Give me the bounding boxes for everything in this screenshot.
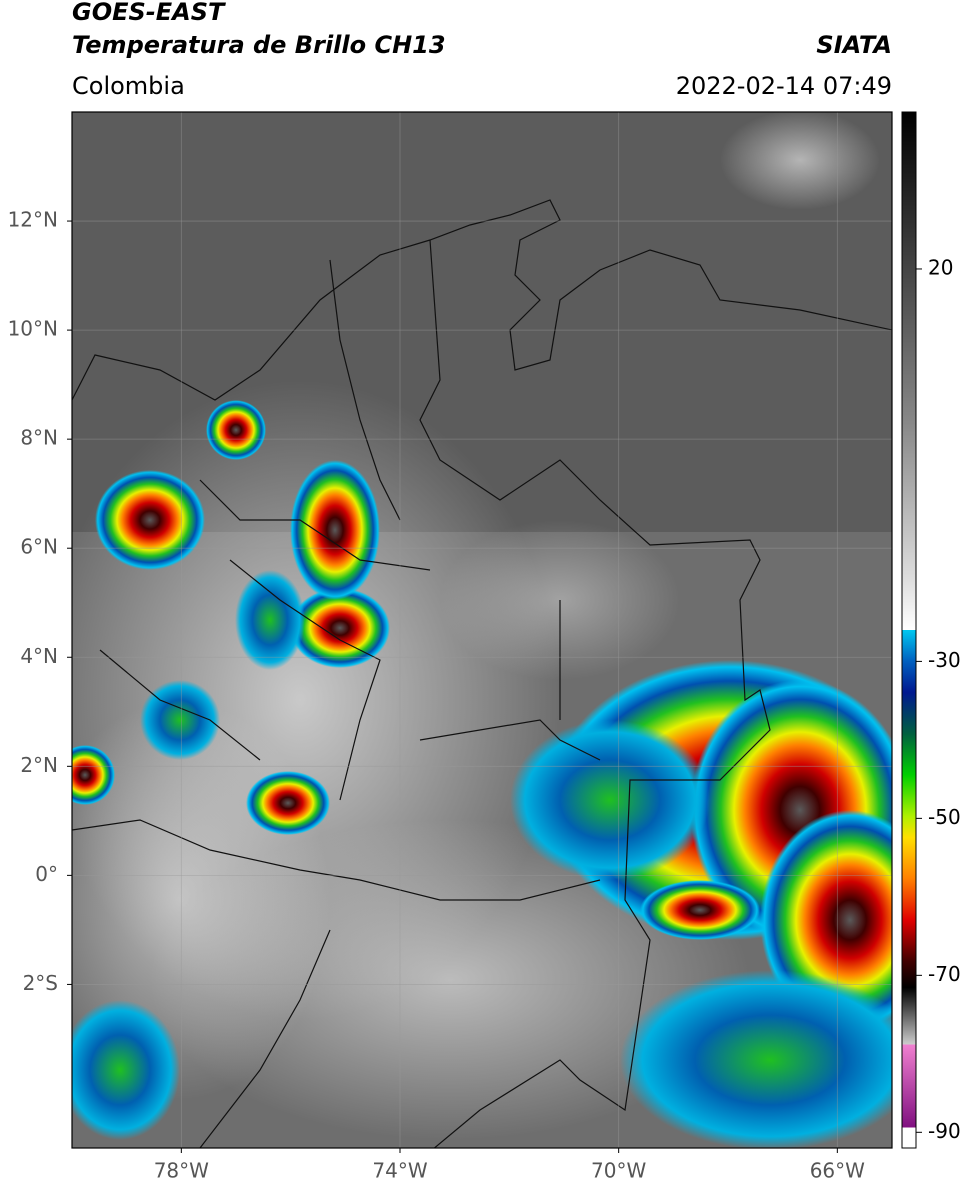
- lat-tick-label: 2°N: [20, 753, 58, 777]
- colorbar: [901, 111, 917, 1149]
- lat-tick-label: 4°N: [20, 644, 58, 668]
- grid: [72, 112, 892, 1148]
- lat-tick-label: 8°N: [20, 426, 58, 450]
- colorbar-tick-label: -30: [928, 648, 961, 672]
- colorbar-tick-label: -90: [928, 1119, 961, 1143]
- source: SIATA: [816, 31, 892, 59]
- lon-tick-label: 78°W: [154, 1159, 209, 1183]
- title: GOES-EAST: [72, 0, 226, 26]
- colorbar-tick-label: 20: [928, 255, 953, 279]
- lon-tick-label: 66°W: [810, 1159, 865, 1183]
- map-frame: [71, 111, 893, 1149]
- lat-tick-label: 12°N: [8, 208, 58, 232]
- colorbar-tick-label: -70: [928, 962, 961, 986]
- region: Colombia: [72, 72, 185, 100]
- lon-tick-label: 74°W: [372, 1159, 427, 1183]
- lat-tick-label: 6°N: [20, 535, 58, 559]
- lat-tick-label: 10°N: [8, 317, 58, 341]
- lat-tick-label: 2°S: [23, 971, 58, 995]
- colorbar-tick-label: -50: [928, 805, 961, 829]
- subtitle: Temperatura de Brillo CH13: [72, 31, 446, 59]
- lon-tick-label: 70°W: [591, 1159, 646, 1183]
- timestamp: 2022-02-14 07:49: [676, 72, 892, 100]
- lat-tick-label: 0°: [35, 862, 58, 886]
- satellite-image: [72, 112, 892, 1148]
